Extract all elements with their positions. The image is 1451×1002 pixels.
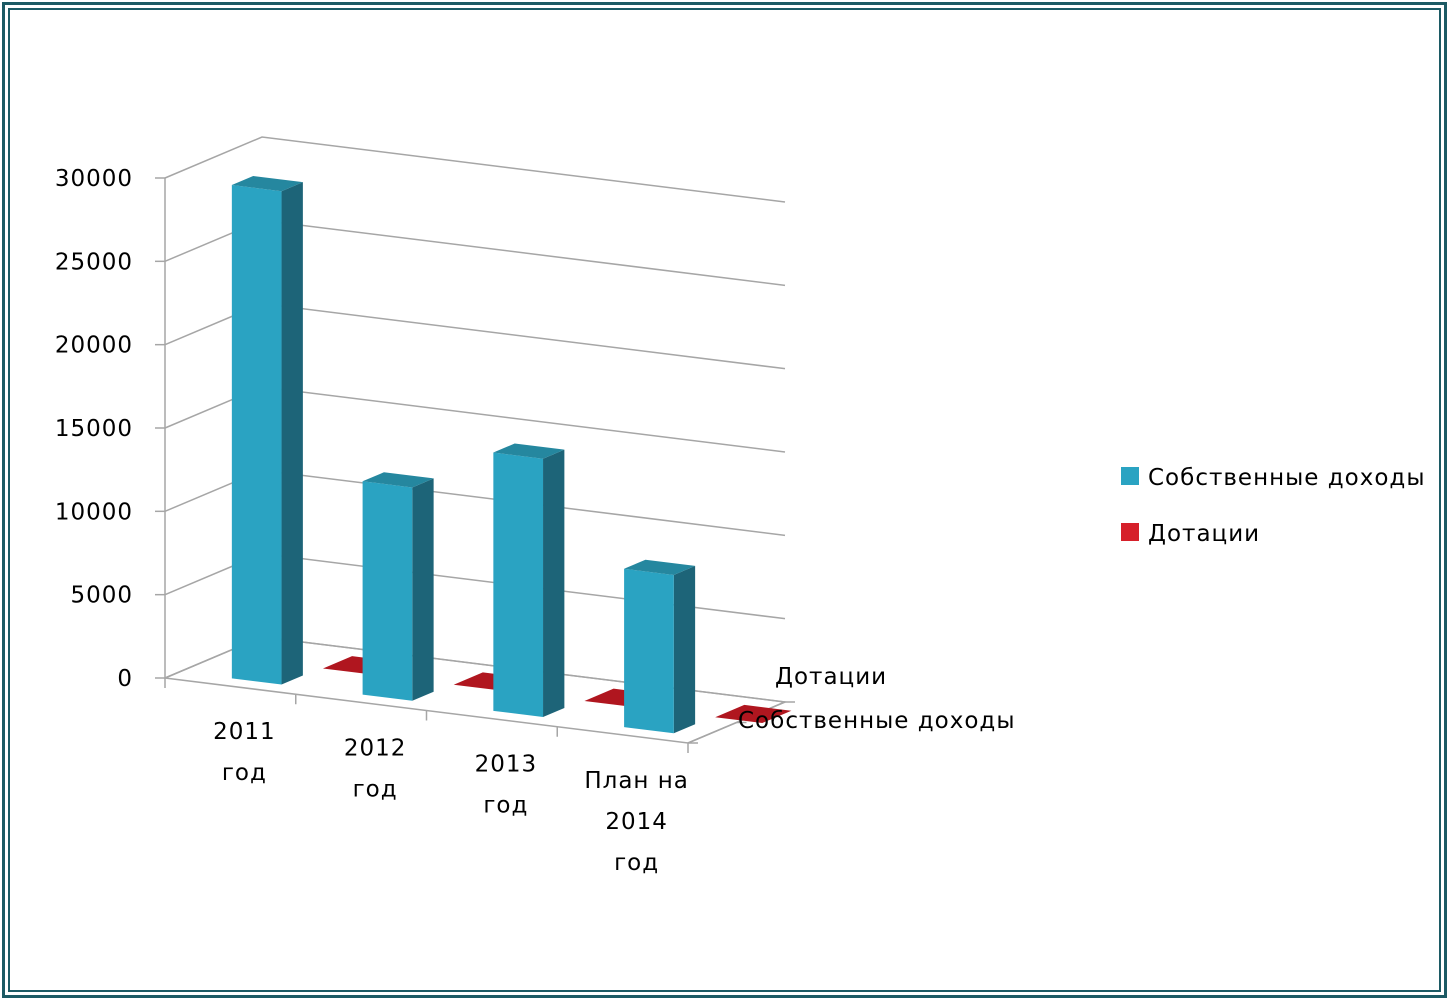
own-income-bar-side xyxy=(673,565,696,734)
depth-axis-labels: Дотации Собственные доходы xyxy=(738,664,1015,734)
own-income-bar-front xyxy=(231,185,282,685)
y-tick-label: 10000 xyxy=(55,499,133,525)
own-income-bar-top xyxy=(624,559,696,575)
x-tick-label: 2013 xyxy=(475,752,538,778)
own-income-bar-top xyxy=(493,443,565,459)
x-tick-label: год xyxy=(483,793,528,819)
legend-swatch xyxy=(1121,467,1139,485)
y-tick-label: 30000 xyxy=(55,166,133,192)
x-category-label: 2012 год xyxy=(344,735,407,802)
y-tick-label: 15000 xyxy=(55,416,133,442)
own-income-bar-top xyxy=(362,472,434,488)
depth-tick-label: Собственные доходы xyxy=(738,708,1015,734)
own-income-bar xyxy=(231,175,303,685)
legend: Собственные доходы Дотации xyxy=(1121,465,1425,547)
y-tick-label: 20000 xyxy=(55,333,133,359)
y-tick-label: 25000 xyxy=(55,249,133,275)
own-income-bar-front xyxy=(362,481,413,701)
x-tick-label: 2014 xyxy=(605,809,668,835)
own-income-bar xyxy=(362,472,434,701)
depth-tick-label: Дотации xyxy=(775,664,887,690)
x-category-label: План на 2014 год xyxy=(584,768,689,876)
own-income-bar-side xyxy=(281,182,303,685)
own-income-bar-front xyxy=(493,452,544,718)
own-income-bar-front xyxy=(624,568,674,734)
own-income-bar xyxy=(493,443,565,718)
own-income-bar-side xyxy=(412,478,434,701)
y-tick-label: 5000 xyxy=(70,583,133,609)
own-income-bar-side xyxy=(543,449,565,718)
series-own-income xyxy=(231,175,696,734)
x-tick-label: год xyxy=(353,776,398,802)
x-axis-labels: 2011 год 2012 год 2013 год План на 2014 год xyxy=(213,719,689,876)
x-category-label: 2011 год xyxy=(213,719,276,786)
x-tick-label: год xyxy=(222,760,267,786)
own-income-bar-top xyxy=(231,175,303,192)
dotacii-bar xyxy=(715,704,792,724)
legend-label: Собственные доходы xyxy=(1148,465,1425,491)
legend-label: Дотации xyxy=(1148,521,1260,547)
dotacii-bar-top xyxy=(715,704,792,724)
gridline xyxy=(164,136,786,203)
x-tick-label: План на xyxy=(584,768,689,794)
x-tick-label: год xyxy=(614,850,659,876)
x-tick-label: 2012 xyxy=(344,735,407,761)
x-tick-label: 2011 xyxy=(213,719,276,745)
x-category-label: 2013 год xyxy=(475,752,538,819)
own-income-bar xyxy=(624,559,696,734)
y-axis-labels: 0 5000 10000 15000 20000 25000 30000 xyxy=(55,166,133,692)
y-tick-label: 0 xyxy=(117,666,133,692)
legend-swatch xyxy=(1121,523,1139,541)
